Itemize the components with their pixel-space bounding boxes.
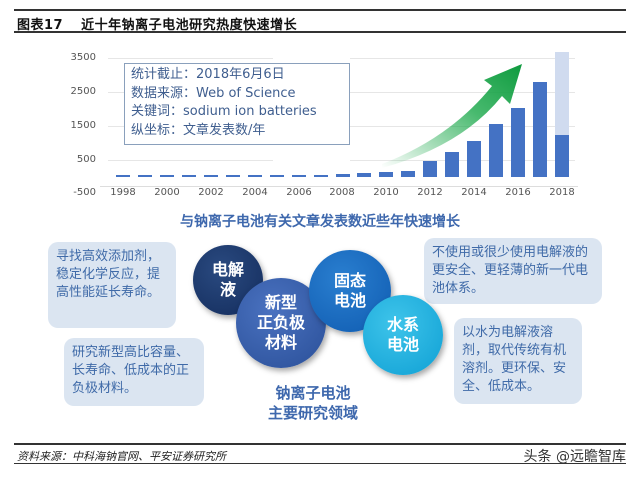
data-bar	[445, 152, 460, 177]
chart-subtitle: 与钠离子电池有关文章发表数近些年快速增长	[180, 214, 460, 230]
cathode-note-text: 研究新型高比容量、长寿命、低成本的正负极材料。	[72, 345, 190, 396]
y-tick: 500	[76, 154, 96, 165]
footer-bottom-rule	[14, 463, 626, 464]
x-tick: 2016	[505, 187, 531, 198]
electrolyte-label: 电解 液	[211, 260, 244, 299]
data-bar	[137, 175, 152, 177]
source-note: 资料来源：中科海钠官网、平安证券研究所	[17, 450, 226, 463]
cathode-label: 新型 正负极 材料	[256, 293, 305, 352]
data-bar	[291, 174, 306, 177]
cathode-note: 研究新型高比容量、长寿命、低成本的正负极材料。	[64, 338, 204, 406]
x-tick: 2008	[329, 187, 355, 198]
solid-state-note-text: 不使用或很少使用电解液的更安全、更轻薄的新一代电池体系。	[432, 245, 589, 296]
solid-state-label: 固态 电池	[333, 271, 366, 310]
top-rule	[14, 9, 626, 11]
figure-number: 图表17	[17, 18, 64, 33]
data-bar	[533, 81, 548, 177]
electrolyte-note: 寻找高效添加剂，稳定化学反应，提高性能延长寿命。	[48, 242, 176, 328]
info-y-axis: 纵坐标：文章发表数/年	[131, 122, 266, 138]
data-bar	[401, 170, 416, 177]
chart-info-box: 统计截止：2018年6月6日 数据来源：Web of Science 关键词：s…	[124, 63, 350, 145]
x-tick: 2006	[286, 187, 312, 198]
aqueous-note-text: 以水为电解液溶剂，取代传统有机溶剂。更环保、安全、低成本。	[462, 325, 567, 394]
x-tick: 1998	[110, 187, 136, 198]
info-cutoff-date: 统计截止：2018年6月6日	[131, 67, 285, 82]
gridline	[108, 58, 273, 59]
aqueous-circle: 水系 电池	[363, 295, 443, 375]
center-label-line1: 钠离子电池	[275, 384, 351, 402]
y-axis: 3500 2500 1500 500 -500	[40, 50, 96, 200]
data-bar	[269, 175, 284, 177]
data-bar	[335, 173, 350, 177]
electrolyte-note-text: 寻找高效添加剂，稳定化学反应，提高性能延长寿命。	[56, 249, 161, 300]
x-tick: 2018	[549, 187, 575, 198]
aqueous-label: 水系 电池	[386, 315, 419, 354]
info-keyword: 关键词：sodium ion batteries	[131, 104, 317, 119]
figure-title-text: 近十年钠离子电池研究热度快速增长	[81, 18, 298, 33]
aqueous-note: 以水为电解液溶剂，取代传统有机溶剂。更环保、安全、低成本。	[454, 318, 582, 404]
x-tick: 2012	[417, 187, 443, 198]
x-tick: 2014	[461, 187, 487, 198]
x-tick: 2000	[154, 187, 180, 198]
x-axis-line	[100, 186, 578, 187]
x-tick: 2010	[373, 187, 399, 198]
watermark: 头条 @远瞻智库	[523, 449, 626, 465]
solid-state-note: 不使用或很少使用电解液的更安全、更轻薄的新一代电池体系。	[424, 238, 602, 304]
trend-arrow-icon	[382, 64, 522, 168]
info-data-source: 数据来源：Web of Science	[131, 85, 296, 101]
x-tick: 2002	[198, 187, 224, 198]
data-bar	[225, 175, 240, 177]
y-tick: 3500	[70, 52, 96, 63]
x-tick: 2004	[242, 187, 268, 198]
figure-title: 图表17 近十年钠离子电池研究热度快速增长	[17, 14, 297, 33]
data-bar	[159, 175, 174, 177]
data-bar	[467, 140, 482, 177]
title-rule	[14, 31, 626, 33]
y-tick: -500	[73, 187, 96, 198]
gridline	[350, 58, 575, 59]
y-tick: 2500	[70, 86, 96, 97]
data-bar	[116, 175, 130, 177]
y-tick: 1500	[70, 120, 96, 131]
data-bar	[511, 107, 526, 177]
diagram-center-label: 钠离子电池 主要研究领域	[258, 383, 368, 423]
data-bar	[555, 134, 569, 177]
data-bar	[181, 175, 196, 177]
data-bar	[357, 172, 372, 177]
data-bar	[379, 171, 394, 177]
data-bar	[423, 161, 438, 177]
center-label-line2: 主要研究领域	[267, 404, 358, 422]
electrolyte-circle: 电解 液	[193, 245, 263, 315]
gridline	[350, 160, 575, 161]
footer-top-rule	[14, 443, 626, 445]
data-bar	[313, 174, 328, 177]
gridline	[350, 92, 575, 93]
data-bar	[203, 175, 218, 177]
gridline	[108, 160, 273, 161]
data-bar	[247, 175, 262, 177]
data-bar	[489, 123, 504, 177]
